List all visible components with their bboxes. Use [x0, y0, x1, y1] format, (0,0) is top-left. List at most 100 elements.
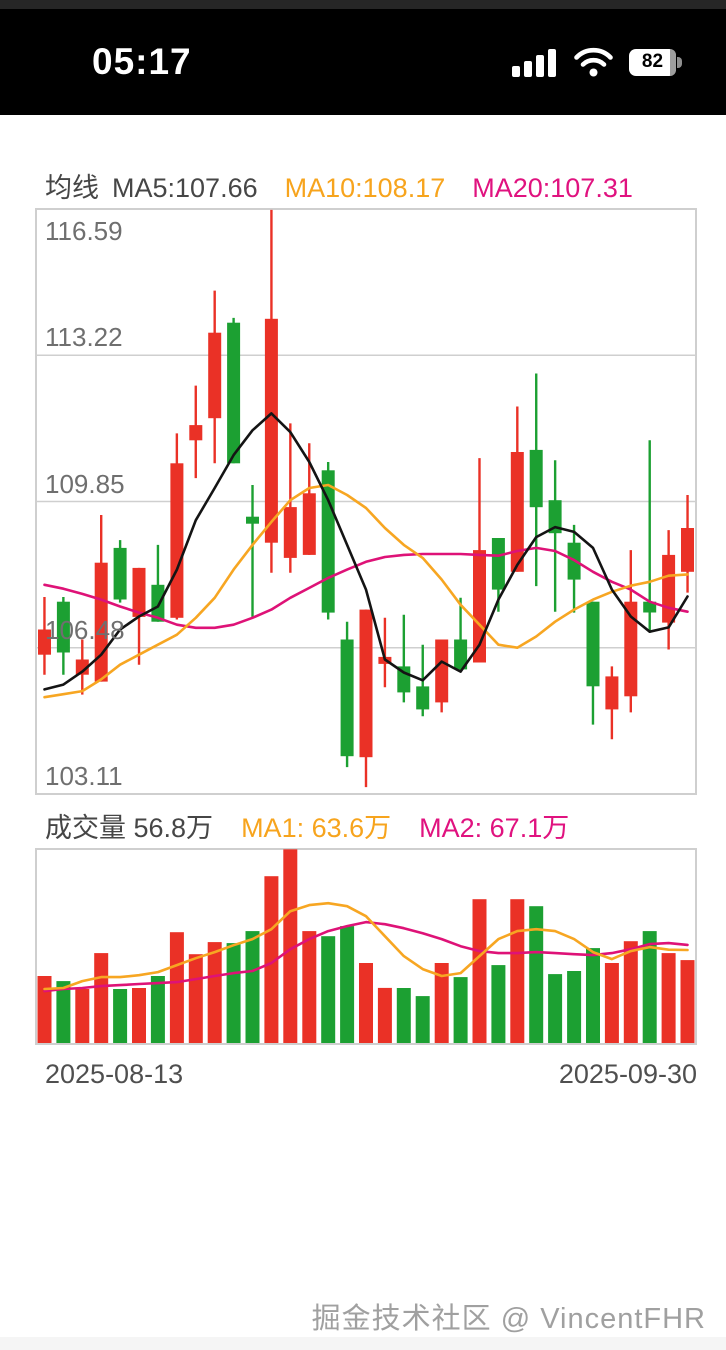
ma10-legend: MA10:108.17 — [284, 173, 446, 203]
status-icons: 82 — [512, 46, 682, 78]
volume-bar — [491, 965, 506, 1043]
volume-bar — [132, 988, 146, 1043]
volume-bar — [245, 931, 260, 1043]
volume-bar — [396, 988, 411, 1043]
status-time: 05:17 — [92, 41, 192, 82]
volume-border — [35, 848, 697, 1045]
signal-bars-icon — [512, 46, 558, 78]
candle-body — [529, 449, 543, 508]
volume-bar — [169, 932, 184, 1043]
volume-bar — [94, 953, 109, 1043]
candle-body — [94, 562, 108, 682]
candle-body — [283, 507, 297, 558]
volume-bar — [415, 996, 430, 1043]
kline-chart: 116.59 113.22 109.85 106.48 103.11 — [35, 208, 697, 795]
volume-bar — [377, 987, 392, 1043]
candle-body — [227, 322, 241, 464]
volume-bar — [586, 948, 600, 1043]
candle-body — [359, 609, 373, 758]
x-axis: 2025-08-13 2025-09-30 — [45, 1059, 697, 1090]
candle-body — [491, 538, 505, 590]
volume-bar — [472, 899, 487, 1043]
candle-body — [340, 639, 354, 757]
kline-legend-title: 均线 — [45, 173, 99, 203]
candle-body — [75, 659, 89, 675]
candle-body — [681, 528, 694, 572]
kline-legend: 均线 MA5:107.66 MA10:108.17 MA20:107.31 — [45, 166, 633, 205]
candle-body — [132, 567, 146, 617]
battery-empty-segment — [670, 48, 676, 76]
volume-bar — [604, 963, 619, 1043]
screen-bottom-edge — [0, 1337, 726, 1350]
volume-bar — [302, 931, 317, 1043]
volume-bar — [623, 941, 638, 1043]
battery-icon: 82 — [629, 48, 682, 76]
volume-bar — [680, 960, 695, 1043]
volume-bar — [264, 876, 279, 1043]
volume-bar — [226, 943, 241, 1043]
x-axis-start-date: 2025-08-13 — [45, 1059, 184, 1089]
volume-bar — [510, 899, 525, 1043]
ma-line-MA5 — [43, 412, 689, 691]
candle-body — [264, 318, 278, 543]
candle-body — [246, 516, 259, 524]
candle-body — [56, 601, 70, 653]
volume-bar — [434, 963, 449, 1043]
volume-bar — [642, 931, 657, 1043]
candle-body — [189, 425, 203, 441]
vol-ma-line-MA2 — [43, 920, 689, 993]
volume-bar — [75, 989, 90, 1043]
candle-body — [510, 452, 524, 572]
volume-chart — [35, 848, 697, 1045]
candle-body — [586, 601, 600, 687]
volume-canvas — [35, 848, 697, 1045]
candle-body — [605, 676, 619, 710]
volume-bar — [56, 981, 71, 1043]
volume-bar — [453, 977, 468, 1043]
battery-nub — [677, 56, 682, 68]
kline-canvas — [35, 208, 697, 795]
candle-body — [454, 639, 468, 670]
vol-ma1-legend: MA1: 63.6万 — [241, 813, 392, 843]
volume-bar — [340, 926, 355, 1043]
volume-bar — [150, 976, 165, 1043]
volume-legend: 成交量 56.8万 MA1: 63.6万 MA2: 67.1万 — [45, 806, 569, 845]
wifi-icon — [573, 47, 614, 77]
candle-body — [624, 601, 638, 697]
volume-legend-value: 成交量 56.8万 — [45, 813, 214, 843]
ma5-legend: MA5:107.66 — [112, 173, 258, 203]
ma-line-MA10 — [43, 483, 689, 699]
candle-body — [302, 493, 316, 555]
volume-bar — [359, 963, 373, 1043]
kline-border — [35, 208, 697, 795]
candle-body — [38, 629, 51, 655]
volume-bar — [529, 906, 544, 1043]
battery-percent: 82 — [641, 51, 664, 72]
status-bar: 05:17 82 — [0, 9, 726, 115]
volume-bar — [207, 942, 222, 1043]
vol-ma2-legend: MA2: 67.1万 — [419, 813, 570, 843]
volume-bar — [37, 976, 52, 1043]
screen-top-edge — [0, 0, 726, 9]
candle-body — [416, 686, 430, 710]
volume-bar — [548, 974, 563, 1043]
candle-body — [208, 332, 222, 419]
candle-body — [170, 463, 184, 618]
volume-bar — [661, 953, 676, 1043]
candle-body — [643, 601, 657, 613]
ma-line-MA20 — [43, 546, 689, 630]
volume-bar — [188, 954, 203, 1043]
candle-body — [113, 547, 127, 600]
vol-ma-line-MA1 — [43, 901, 689, 991]
volume-bar — [283, 849, 298, 1043]
candle-body — [151, 584, 165, 622]
volume-bar — [321, 936, 336, 1043]
candle-body — [435, 639, 449, 703]
ma20-legend: MA20:107.31 — [472, 173, 633, 203]
volume-bar — [567, 971, 582, 1043]
volume-bar — [113, 989, 128, 1043]
x-axis-end-date: 2025-09-30 — [558, 1059, 697, 1089]
watermark: 掘金技术社区 @ VincentFHR — [311, 1303, 706, 1335]
candle-body — [548, 500, 562, 534]
